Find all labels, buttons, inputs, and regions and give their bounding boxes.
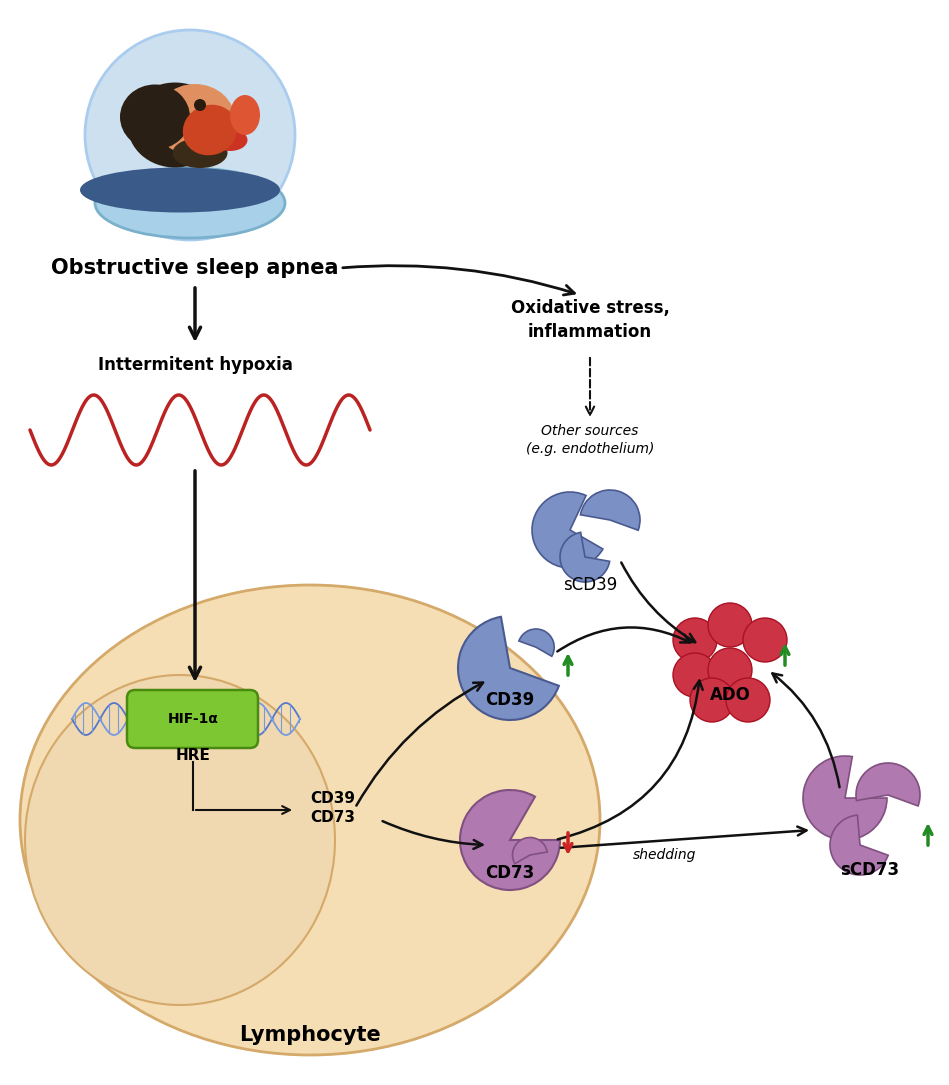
Circle shape: [690, 678, 734, 722]
Text: ADO: ADO: [710, 686, 751, 704]
Circle shape: [726, 678, 770, 722]
Circle shape: [708, 648, 752, 692]
Wedge shape: [512, 838, 548, 864]
Ellipse shape: [80, 167, 280, 213]
Text: Lymphocyte: Lymphocyte: [239, 1025, 381, 1045]
Text: CD39: CD39: [485, 691, 534, 709]
Wedge shape: [856, 763, 920, 806]
Ellipse shape: [173, 138, 228, 168]
Circle shape: [673, 618, 717, 662]
Ellipse shape: [95, 168, 285, 238]
Text: shedding: shedding: [633, 848, 697, 861]
Ellipse shape: [230, 95, 260, 135]
Wedge shape: [458, 616, 559, 720]
Text: CD39
CD73: CD39 CD73: [310, 791, 355, 825]
Wedge shape: [460, 790, 560, 890]
Text: Other sources
(e.g. endothelium): Other sources (e.g. endothelium): [526, 424, 654, 456]
Circle shape: [673, 653, 717, 697]
Wedge shape: [581, 490, 640, 531]
Wedge shape: [560, 533, 609, 582]
Ellipse shape: [127, 82, 222, 167]
Wedge shape: [519, 629, 554, 656]
Text: CD73: CD73: [485, 864, 534, 882]
FancyBboxPatch shape: [127, 690, 258, 748]
Ellipse shape: [20, 585, 600, 1055]
Ellipse shape: [183, 104, 237, 155]
Circle shape: [708, 603, 752, 647]
Ellipse shape: [155, 84, 235, 156]
Text: HIF-1α: HIF-1α: [168, 712, 218, 726]
Wedge shape: [532, 492, 603, 569]
Ellipse shape: [213, 129, 248, 151]
Circle shape: [194, 99, 206, 111]
Ellipse shape: [224, 108, 246, 125]
Circle shape: [743, 618, 787, 662]
Wedge shape: [803, 756, 887, 840]
Wedge shape: [830, 815, 888, 875]
Ellipse shape: [120, 85, 190, 150]
Text: sCD39: sCD39: [563, 576, 617, 593]
Text: HRE: HRE: [176, 748, 211, 763]
Text: sCD73: sCD73: [841, 861, 900, 879]
Circle shape: [85, 30, 295, 240]
Text: Oxidative stress,
inflammation: Oxidative stress, inflammation: [511, 299, 669, 341]
Text: Inttermitent hypoxia: Inttermitent hypoxia: [98, 356, 292, 374]
Text: Obstructive sleep apnea: Obstructive sleep apnea: [51, 258, 339, 278]
Ellipse shape: [25, 675, 335, 1005]
